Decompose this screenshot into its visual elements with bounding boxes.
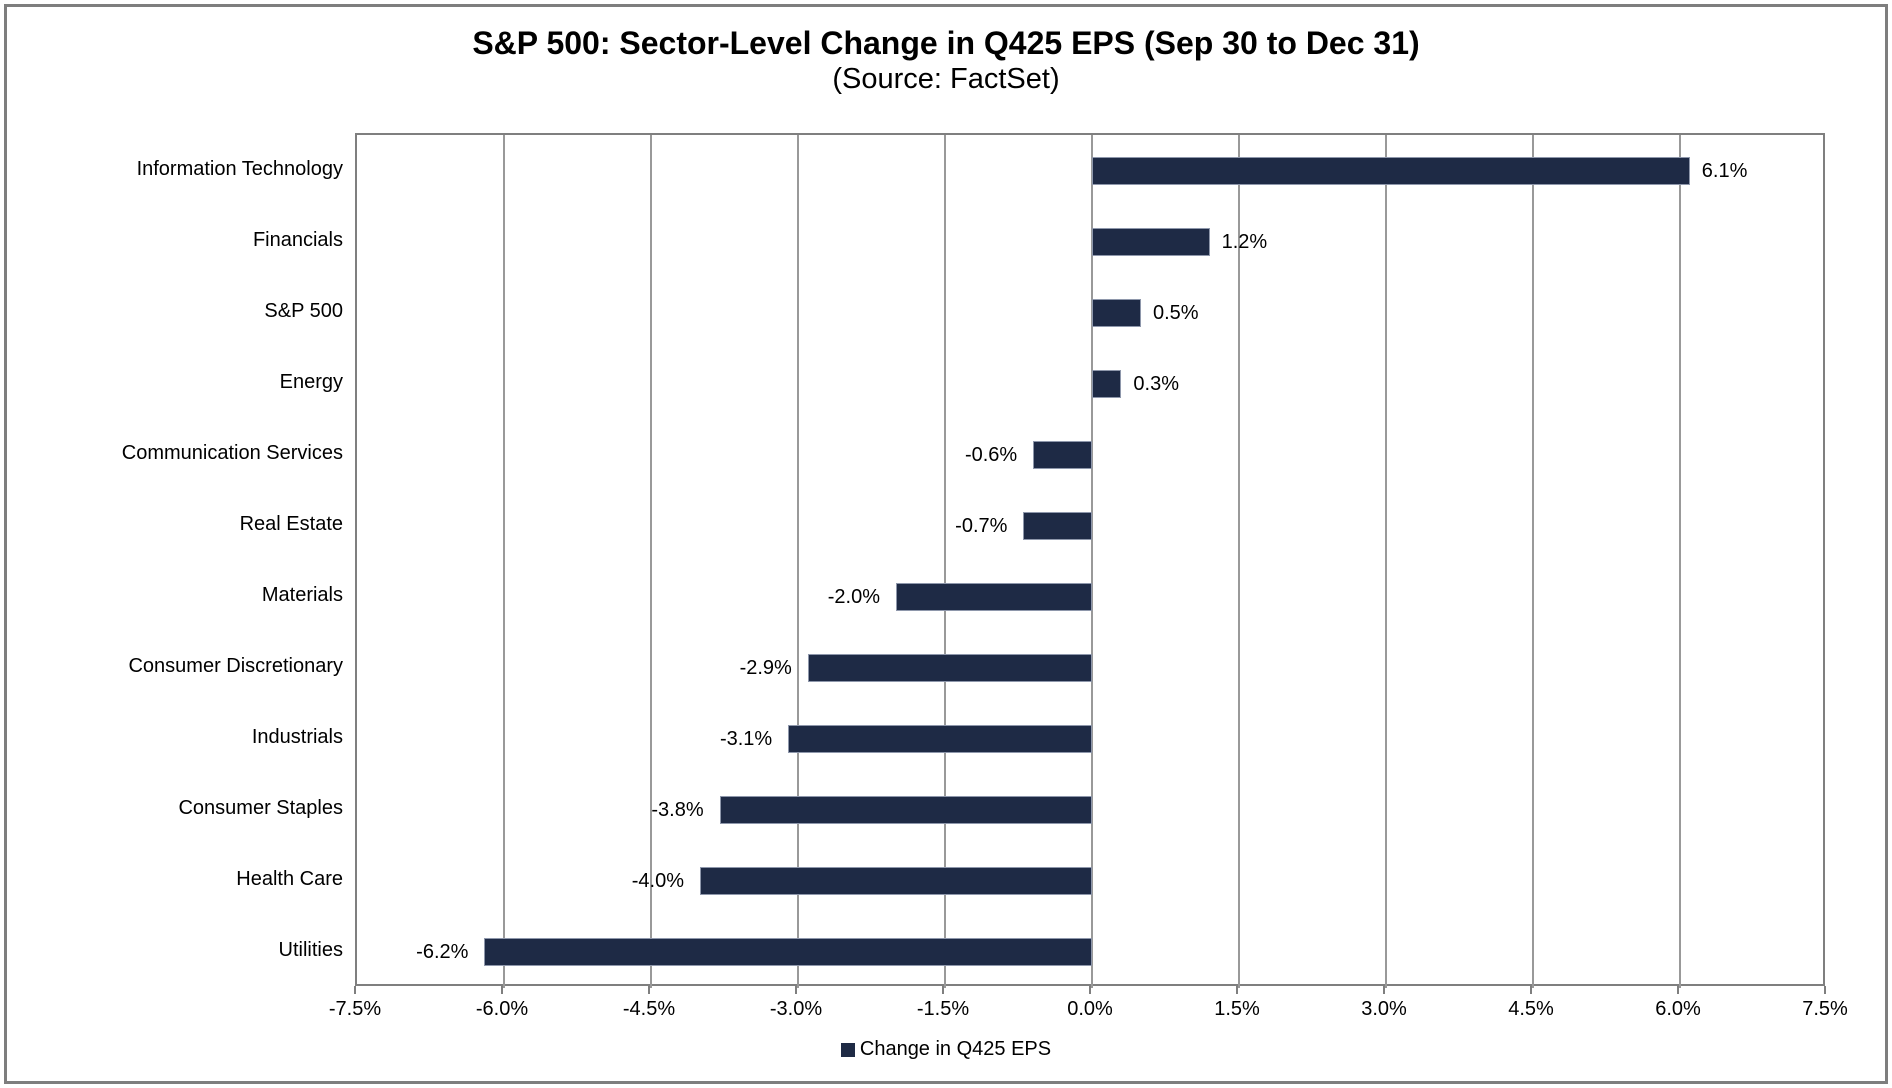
bar-value-label: -3.8% <box>651 799 704 822</box>
x-tick-label: 3.0% <box>1361 998 1407 1020</box>
bar-energy <box>1092 369 1122 398</box>
axis-tick <box>1824 986 1826 994</box>
gridline <box>1091 135 1093 988</box>
chart-title: S&P 500: Sector-Level Change in Q425 EPS… <box>472 25 1420 61</box>
bar-value-label: 6.1% <box>1701 159 1748 182</box>
axis-tick <box>1236 986 1238 994</box>
category-label: Financials <box>252 228 343 251</box>
gridline <box>1238 135 1240 988</box>
bar-value-label: 0.5% <box>1153 301 1199 324</box>
x-tick-label: 0.0% <box>1067 998 1113 1020</box>
bar-real-estate <box>1023 511 1092 540</box>
bar-health-care <box>700 867 1092 896</box>
chart-subtitle: (Source: FactSet) <box>832 63 1060 95</box>
axis-tick <box>1677 986 1679 994</box>
bar-utilities <box>484 938 1092 967</box>
bar-communication-services <box>1033 440 1092 469</box>
gridline <box>503 135 505 988</box>
category-label: Real Estate <box>239 512 343 535</box>
legend-swatch-icon <box>840 1042 855 1057</box>
bar-value-label: -4.0% <box>631 870 684 893</box>
axis-tick <box>1089 986 1091 994</box>
category-label: Communication Services <box>121 441 343 464</box>
axis-tick <box>795 986 797 994</box>
category-label: Energy <box>279 370 343 393</box>
category-label: S&P 500 <box>264 299 343 322</box>
category-label: Industrials <box>251 726 343 749</box>
gridline <box>1532 135 1534 988</box>
x-tick-label: -3.0% <box>769 998 823 1020</box>
bar-consumer-discretionary <box>807 654 1092 683</box>
x-tick-label: 4.5% <box>1508 998 1554 1020</box>
bar-materials <box>896 583 1092 612</box>
category-label: Consumer Staples <box>178 797 343 820</box>
x-tick-label: -6.0% <box>475 998 529 1020</box>
bar-value-label: -3.1% <box>719 728 773 751</box>
category-label: Information Technology <box>136 157 343 180</box>
axis-tick <box>501 986 503 994</box>
plot-area: 6.1% 1.2% 0.5% 0.3% -0.6% -0.7% -2.0% -2.9% -3.1… <box>355 133 1825 988</box>
bar-information-technology <box>1092 156 1690 185</box>
bar-value-label: -0.7% <box>955 514 1008 537</box>
gridline <box>1679 135 1681 988</box>
bar-value-label: 1.2% <box>1221 230 1268 253</box>
gridline <box>650 135 652 988</box>
bar-industrials <box>788 725 1092 754</box>
x-tick-label: 6.0% <box>1655 998 1701 1020</box>
axis-tick <box>648 986 650 994</box>
gridline <box>1385 135 1387 988</box>
category-label: Materials <box>261 584 343 607</box>
chart-frame: S&P 500: Sector-Level Change in Q425 EPS… <box>4 4 1888 1084</box>
bar-value-label: -2.9% <box>739 657 792 680</box>
legend-label: Change in Q425 EPS <box>859 1038 1052 1060</box>
x-tick-label: -1.5% <box>916 998 970 1020</box>
bar-value-label: 0.3% <box>1133 372 1179 395</box>
axis-tick <box>1530 986 1532 994</box>
x-tick-label: -7.5% <box>328 998 382 1020</box>
x-tick-label: 1.5% <box>1214 998 1260 1020</box>
bar-consumer-staples <box>719 796 1092 825</box>
category-label: Health Care <box>236 868 343 891</box>
gridline <box>944 135 946 988</box>
category-label: Utilities <box>278 939 343 962</box>
bar-value-label: -0.6% <box>964 443 1018 466</box>
bar-financials <box>1092 227 1210 256</box>
axis-tick <box>354 986 356 994</box>
bar-s-p-500 <box>1092 298 1141 327</box>
legend: Change in Q425 EPS <box>7 1038 1885 1063</box>
axis-tick <box>1383 986 1385 994</box>
bar-value-label: -2.0% <box>827 586 880 609</box>
x-tick-label: -4.5% <box>622 998 676 1020</box>
bar-value-label: -6.2% <box>416 941 469 964</box>
x-tick-label: 7.5% <box>1802 998 1848 1020</box>
gridline <box>797 135 799 988</box>
category-label: Consumer Discretionary <box>128 655 343 678</box>
axis-tick <box>942 986 944 994</box>
